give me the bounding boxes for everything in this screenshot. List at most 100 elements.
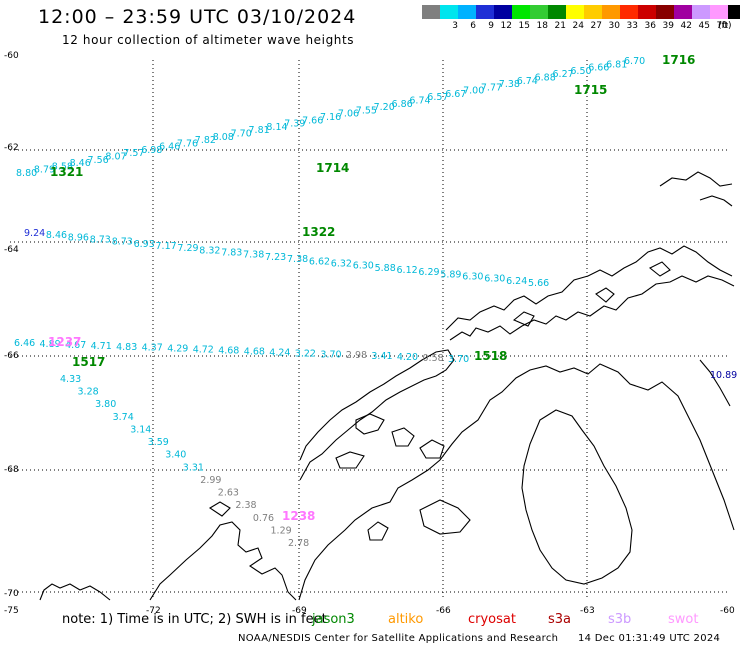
track-id-1716: 1716 <box>662 53 695 67</box>
coastline <box>39 171 735 601</box>
track-1322-value: 5.89 <box>440 269 461 280</box>
track-1238-value: 3.14 <box>130 425 151 436</box>
track-1322-value: 5.66 <box>528 278 549 289</box>
track-1716-value: 6.74 <box>409 96 430 107</box>
track-1517-value: 4.67 <box>65 340 86 351</box>
track-1716-value: 6.88 <box>535 73 556 84</box>
track-1517-value: 4.71 <box>91 341 112 352</box>
track-1322-value: 8.73 <box>90 235 111 246</box>
credit-line: NOAA/NESDIS Center for Satellite Applica… <box>238 633 559 644</box>
track-1238-value: 3.31 <box>183 462 204 473</box>
track-1716-value: 6.74 <box>517 76 538 87</box>
lat-lon-grid <box>10 60 730 600</box>
footnote: note: 1) Time is in UTC; 2) SWH is in fe… <box>62 612 327 627</box>
latitude-label: -66 <box>4 351 19 361</box>
track-1517-value: 3.22 <box>295 348 316 359</box>
legend-swatch-label: 3 <box>452 21 458 31</box>
satellite-swot: swot <box>668 612 699 627</box>
track-id-1715: 1715 <box>574 83 607 97</box>
track-1716-value: 6.66 <box>588 63 609 74</box>
track-1716-value: 8.07 <box>105 152 126 163</box>
track-1517-value: 4.83 <box>116 342 137 353</box>
track-1517-value: 6.46 <box>14 338 35 349</box>
legend-swatch <box>710 5 728 19</box>
track-1716-value: 6.67 <box>445 89 466 100</box>
legend-swatch <box>512 5 530 19</box>
track-1716-value: 7.77 <box>481 82 502 93</box>
legend-swatch <box>656 5 674 19</box>
legend-swatch-label: 42 <box>680 21 692 31</box>
track-1238-value: 2.63 <box>218 488 239 499</box>
track-1716-value: 7.70 <box>231 129 252 140</box>
offshore-value: 10.89 <box>710 370 737 381</box>
track-id-1714: 1714 <box>316 161 349 175</box>
track-1716-value: 6.57 <box>427 92 448 103</box>
track-1716-value: 7.76 <box>177 138 198 149</box>
track-1322-value: 6.62 <box>309 256 330 267</box>
track-1716-value: 7.81 <box>249 125 270 136</box>
track-1322-value: 8.73 <box>112 237 133 248</box>
track-1322-value: 6.29 <box>418 267 439 278</box>
track-1517-value: 0.58 <box>423 353 444 364</box>
track-1716-value: 8.79 <box>34 165 55 176</box>
track-id-1237: 1237 <box>48 335 81 349</box>
track-id-1321: 1321 <box>50 165 83 179</box>
track-1517-value: 4.72 <box>193 345 214 356</box>
track-1716-value: 6.27 <box>553 69 574 80</box>
track-id-1518: 1518 <box>474 349 507 363</box>
satellite-s3a: s3a <box>548 612 572 627</box>
track-1517-value: 2.98 <box>346 350 367 361</box>
track-1517-value: 3.70 <box>320 349 341 360</box>
track-id-1517: 1517 <box>72 355 105 369</box>
track-1716-value: 7.00 <box>463 86 484 97</box>
track-1322-value: 8.96 <box>68 232 89 243</box>
legend-swatch <box>422 5 440 19</box>
track-1238-value: 4.33 <box>60 374 81 385</box>
track-1322-value: 7.29 <box>177 243 198 254</box>
longitude-label: -75 <box>4 606 19 616</box>
legend-swatch <box>602 5 620 19</box>
track-1238-value: 3.40 <box>165 450 186 461</box>
legend-swatch-label: 30 <box>608 21 620 31</box>
track-1716-value: 7.56 <box>88 155 109 166</box>
track-1716-value: 6.70 <box>624 56 645 67</box>
track-1716-value: 7.57 <box>123 148 144 159</box>
track-1517-value: 4.68 <box>244 347 265 358</box>
track-1716-value: 6.81 <box>606 59 627 70</box>
longitude-label: -63 <box>580 606 595 616</box>
longitude-label: -69 <box>292 606 307 616</box>
satellite-cryosat: cryosat <box>468 612 516 627</box>
track-1716-value: 7.16 <box>320 112 341 123</box>
generated-timestamp: 14 Dec 01:31:49 UTC 2024 <box>578 633 721 644</box>
track-1716-value: 6.86 <box>392 99 413 110</box>
legend-swatch <box>476 5 494 19</box>
track-1517-value: 4.89 <box>40 339 61 350</box>
satellite-s3b: s3b <box>608 612 632 627</box>
legend-swatch-label: 18 <box>536 21 548 31</box>
legend-swatch <box>584 5 602 19</box>
track-1716-value: 7.39 <box>284 119 305 130</box>
track-id-1322: 1322 <box>302 225 335 239</box>
legend-swatch-label: 6 <box>470 21 476 31</box>
track-id-labels: 1716 1715 1714 1321 1322 1237 1517 1518 1238 <box>48 53 695 523</box>
color-legend <box>422 5 740 19</box>
legend-swatch <box>440 5 458 19</box>
latitude-label: -68 <box>4 465 19 475</box>
track-1517-value: 4.24 <box>269 347 290 358</box>
track-1716-value: 8.80 <box>16 168 37 179</box>
legend-swatch-label: 45 <box>698 21 710 31</box>
track-1517-value: 3.70 <box>448 354 469 365</box>
track-1238-value: 3.80 <box>95 399 116 410</box>
track-1322-value: 7.17 <box>156 241 177 252</box>
satellite-altiko: altiko <box>388 612 424 627</box>
legend-swatch <box>728 5 740 19</box>
track-1322-value: 8.32 <box>199 245 220 256</box>
track-1716-value: 7.66 <box>302 115 323 126</box>
track-1238-value: 3.28 <box>78 387 99 398</box>
legend-swatch <box>530 5 548 19</box>
track-1322-value: 8.46 <box>46 230 67 241</box>
track-1322-value: 7.83 <box>221 248 242 259</box>
track-1322-value: 7.38 <box>287 254 308 265</box>
legend-unit: (ft) <box>718 21 732 31</box>
